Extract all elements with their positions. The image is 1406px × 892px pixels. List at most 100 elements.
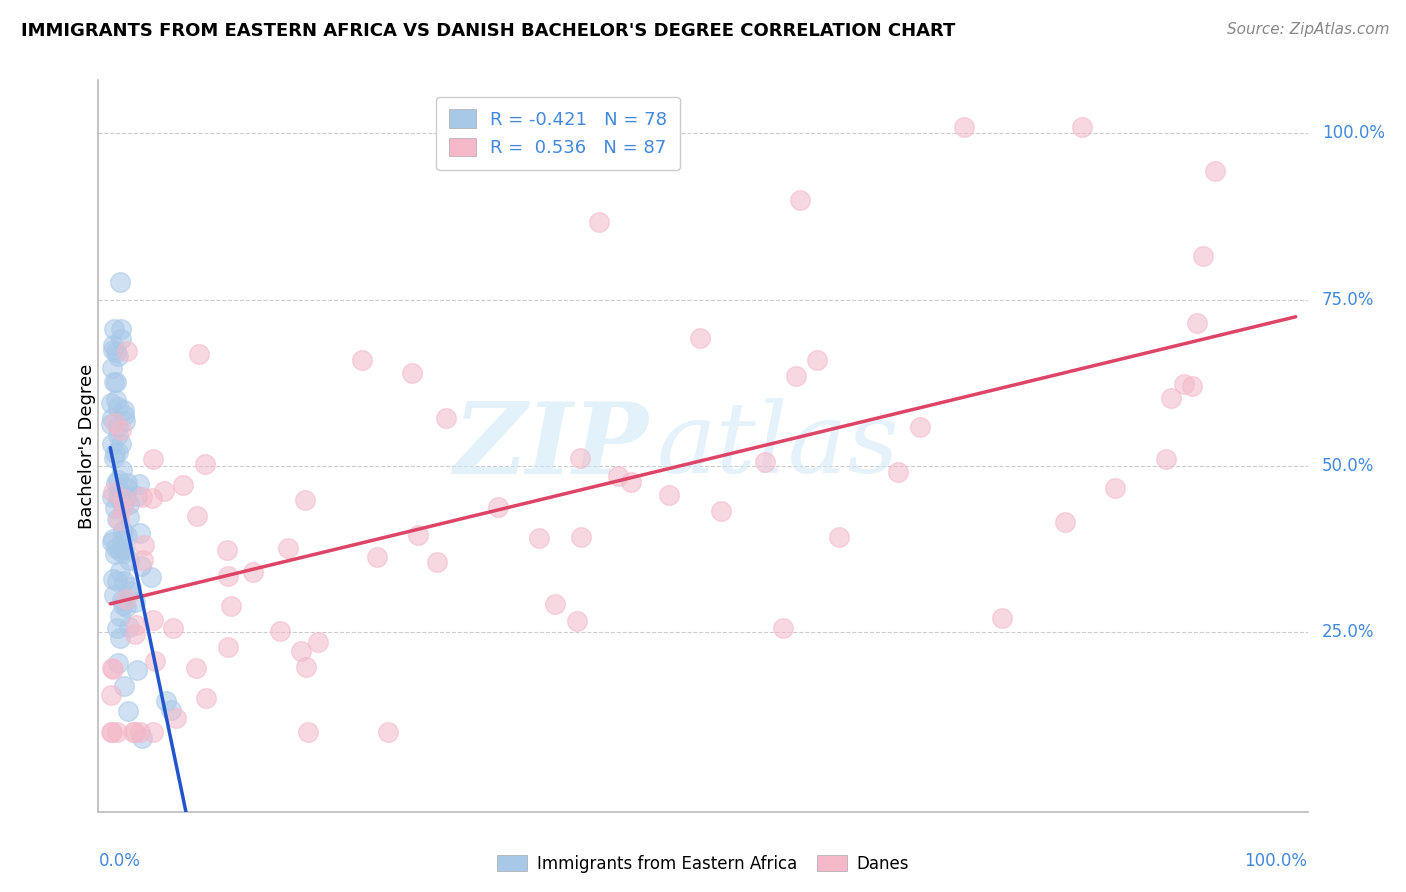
Text: ZIP: ZIP — [454, 398, 648, 494]
Text: IMMIGRANTS FROM EASTERN AFRICA VS DANISH BACHELOR'S DEGREE CORRELATION CHART: IMMIGRANTS FROM EASTERN AFRICA VS DANISH… — [21, 22, 956, 40]
Point — [103, 588, 125, 602]
Point — [100, 688, 122, 702]
Point — [828, 530, 851, 544]
Point — [1187, 316, 1209, 330]
Point — [100, 437, 122, 451]
Point — [887, 466, 910, 480]
Point — [569, 451, 592, 466]
Point — [434, 411, 457, 425]
Point — [565, 614, 588, 628]
Point — [114, 414, 136, 428]
Point — [607, 469, 630, 483]
Point — [107, 400, 129, 414]
Text: Source: ZipAtlas.com: Source: ZipAtlas.com — [1226, 22, 1389, 37]
Point — [112, 679, 135, 693]
Point — [1173, 376, 1195, 391]
Point — [105, 376, 128, 390]
Point — [129, 558, 152, 573]
Point — [908, 419, 931, 434]
Point — [107, 512, 129, 526]
Point — [117, 704, 139, 718]
Point — [785, 369, 807, 384]
Point — [112, 409, 135, 423]
Point — [112, 501, 135, 516]
Point — [100, 417, 122, 432]
Point — [104, 392, 127, 407]
Point — [108, 564, 131, 578]
Point — [952, 120, 974, 134]
Text: 100.0%: 100.0% — [1244, 852, 1308, 870]
Point — [1053, 515, 1076, 529]
Point — [103, 343, 125, 357]
Point — [107, 445, 129, 459]
Point — [125, 490, 148, 504]
Point — [294, 493, 316, 508]
Point — [103, 375, 125, 389]
Point — [1156, 451, 1178, 466]
Point — [101, 484, 124, 499]
Point — [134, 538, 156, 552]
Point — [112, 497, 135, 511]
Point — [215, 542, 238, 557]
Point — [122, 725, 145, 739]
Point — [115, 481, 138, 495]
Point — [110, 437, 132, 451]
Point — [295, 659, 318, 673]
Point — [159, 703, 181, 717]
Point — [101, 572, 124, 586]
Point — [107, 656, 129, 670]
Point — [569, 530, 592, 544]
Point — [120, 580, 142, 594]
Point — [111, 533, 134, 547]
Point — [124, 627, 146, 641]
Point — [105, 725, 128, 739]
Text: 0.0%: 0.0% — [98, 852, 141, 870]
Point — [100, 725, 122, 739]
Point — [110, 322, 132, 336]
Point — [115, 600, 138, 615]
Point — [108, 609, 131, 624]
Point — [588, 215, 610, 229]
Text: atlas: atlas — [657, 399, 900, 493]
Point — [110, 484, 132, 499]
Point — [103, 451, 125, 466]
Point — [172, 477, 194, 491]
Point — [111, 463, 134, 477]
Point — [117, 553, 139, 567]
Point — [990, 611, 1012, 625]
Point — [100, 410, 122, 425]
Point — [117, 497, 139, 511]
Point — [1181, 379, 1204, 393]
Text: 100.0%: 100.0% — [1322, 125, 1385, 143]
Point — [486, 500, 509, 514]
Text: 25.0%: 25.0% — [1322, 624, 1375, 641]
Point — [105, 574, 128, 589]
Point — [112, 403, 135, 417]
Point — [131, 490, 153, 504]
Point — [806, 352, 828, 367]
Point — [108, 275, 131, 289]
Point — [104, 445, 127, 459]
Point — [118, 619, 141, 633]
Point — [101, 361, 124, 376]
Point — [142, 452, 165, 467]
Point — [186, 661, 208, 675]
Text: 75.0%: 75.0% — [1322, 291, 1375, 309]
Legend: Immigrants from Eastern Africa, Danes: Immigrants from Eastern Africa, Danes — [489, 848, 917, 880]
Y-axis label: Bachelor's Degree: Bachelor's Degree — [79, 363, 96, 529]
Point — [142, 725, 165, 739]
Point — [187, 347, 209, 361]
Point — [352, 353, 374, 368]
Point — [101, 490, 124, 504]
Point — [111, 593, 134, 607]
Point — [111, 492, 134, 507]
Point — [112, 574, 135, 588]
Point — [115, 344, 138, 359]
Point — [789, 193, 811, 207]
Point — [100, 396, 122, 410]
Point — [100, 534, 122, 549]
Point — [118, 584, 141, 599]
Point — [155, 694, 177, 708]
Point — [115, 475, 138, 490]
Point — [107, 349, 129, 363]
